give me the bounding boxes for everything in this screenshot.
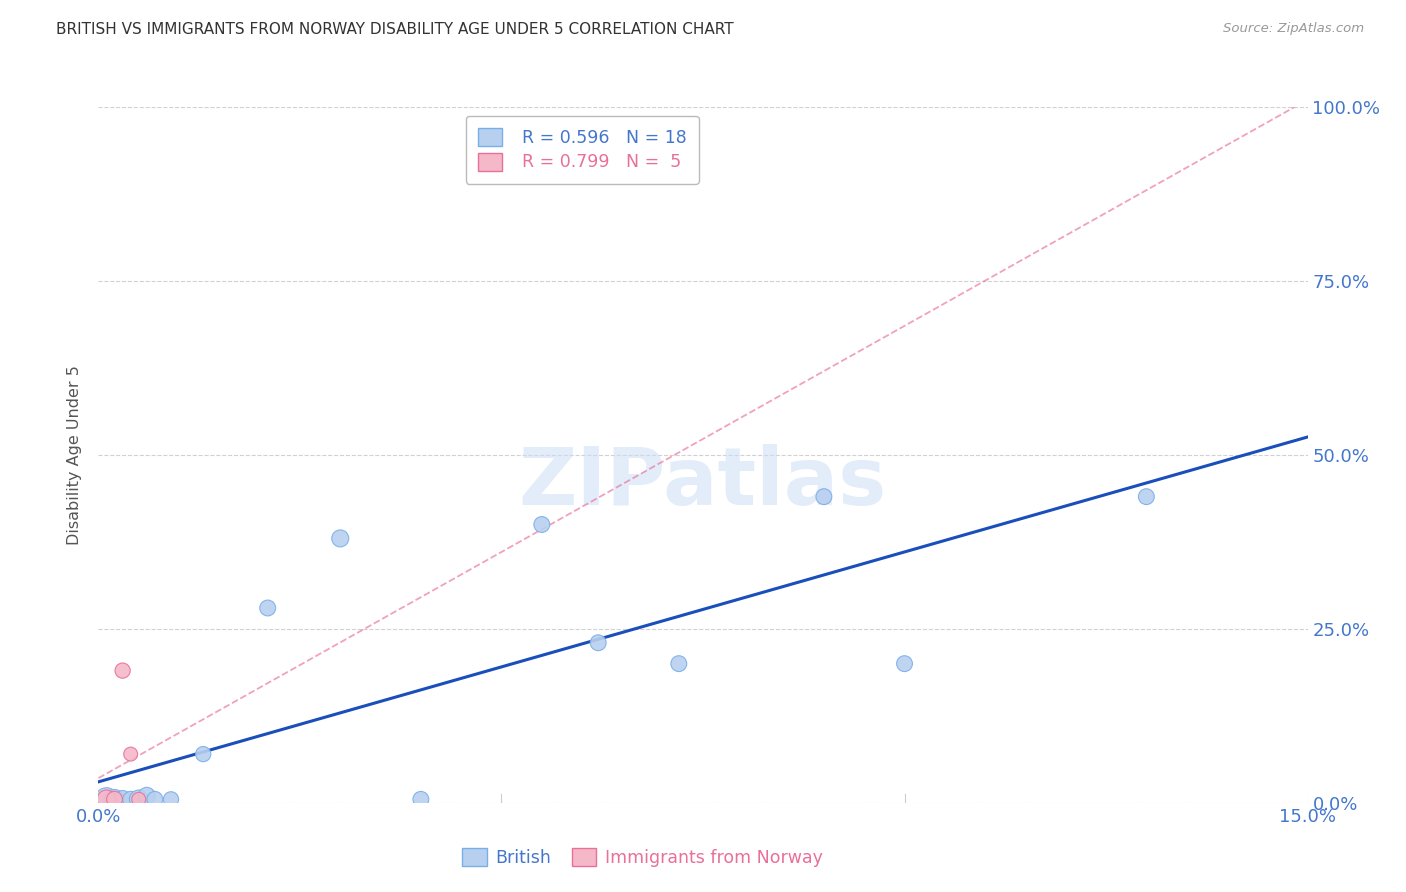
- Point: [530, 517, 553, 532]
- Point: [135, 789, 157, 803]
- Point: [143, 792, 166, 806]
- Point: [111, 664, 134, 678]
- Point: [103, 792, 125, 806]
- Point: [120, 747, 142, 761]
- Point: [160, 792, 183, 806]
- Text: Source: ZipAtlas.com: Source: ZipAtlas.com: [1223, 22, 1364, 36]
- Point: [813, 490, 835, 504]
- Point: [193, 747, 215, 761]
- Point: [893, 657, 915, 671]
- Point: [586, 636, 609, 650]
- Point: [409, 792, 432, 806]
- Point: [120, 792, 142, 806]
- Y-axis label: Disability Age Under 5: Disability Age Under 5: [66, 365, 82, 545]
- Point: [128, 792, 150, 806]
- Legend: British, Immigrants from Norway: British, Immigrants from Norway: [456, 841, 830, 874]
- Point: [128, 792, 150, 806]
- Text: ZIPatlas: ZIPatlas: [519, 443, 887, 522]
- Point: [96, 792, 118, 806]
- Point: [668, 657, 690, 671]
- Point: [329, 532, 352, 546]
- Point: [111, 792, 134, 806]
- Point: [103, 792, 125, 806]
- Point: [256, 601, 278, 615]
- Point: [96, 792, 118, 806]
- Point: [1135, 490, 1157, 504]
- Text: BRITISH VS IMMIGRANTS FROM NORWAY DISABILITY AGE UNDER 5 CORRELATION CHART: BRITISH VS IMMIGRANTS FROM NORWAY DISABI…: [56, 22, 734, 37]
